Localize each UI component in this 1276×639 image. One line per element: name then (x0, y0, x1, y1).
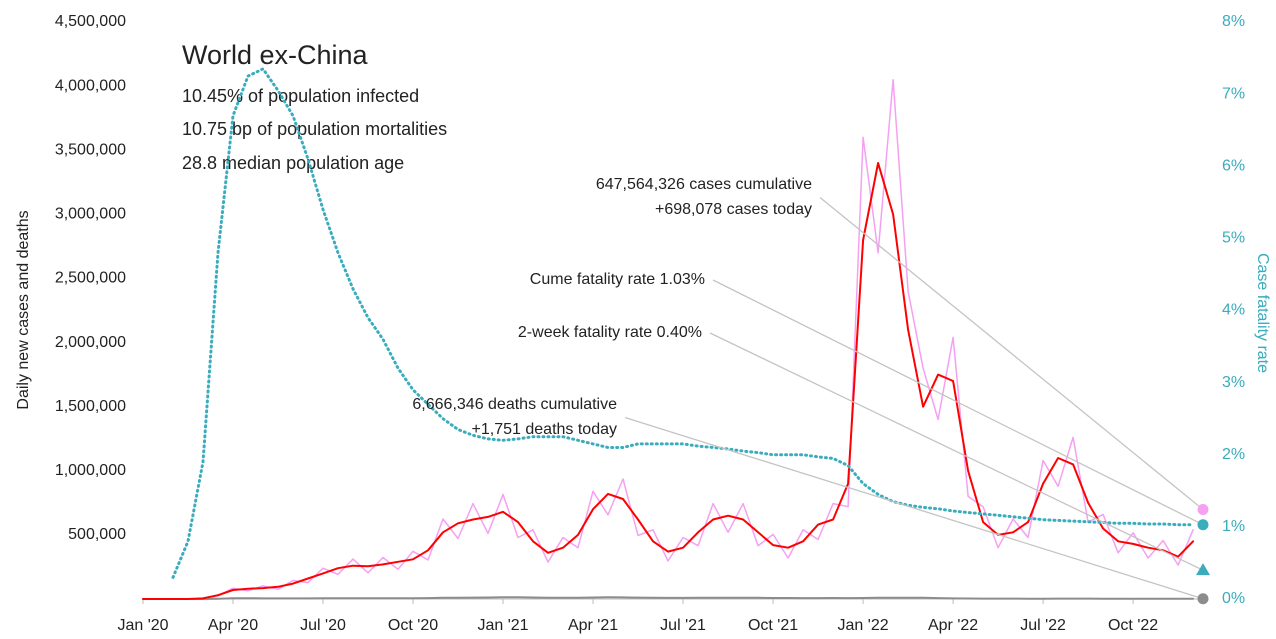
y-tick-label: 3,000,000 (55, 206, 126, 223)
leader-line (709, 332, 1204, 571)
y2-tick-label: 2% (1222, 446, 1245, 463)
y-tick-label: 2,500,000 (55, 270, 126, 287)
x-tick-label: Oct '22 (1108, 617, 1158, 634)
x-tick-label: Apr '22 (928, 617, 978, 634)
series-line (171, 67, 1195, 579)
annotation-text: Cume fatality rate 1.03% (530, 271, 705, 288)
x-tick-label: Jul '21 (660, 617, 706, 634)
x-tick-label: Oct '21 (748, 617, 798, 634)
y2-tick-label: 7% (1222, 85, 1245, 102)
y2-axis-label: Case fatality rate (1254, 253, 1271, 373)
series-line (142, 596, 1195, 600)
y-tick-label: 1,000,000 (55, 462, 126, 479)
y2-tick-label: 1% (1222, 518, 1245, 535)
marker (1196, 563, 1210, 576)
annotation-text: 2-week fatality rate 0.40% (518, 324, 702, 341)
y-tick-label: 500,000 (68, 526, 126, 543)
annotation-text: +698,078 cases today (655, 201, 812, 218)
x-tick-label: Apr '20 (208, 617, 258, 634)
x-tick-label: Jul '22 (1020, 617, 1066, 634)
marker (1197, 503, 1209, 515)
leader-line (819, 196, 1204, 510)
subtitle: 28.8 median population age (182, 153, 404, 173)
y-tick-label: 1,500,000 (55, 398, 126, 415)
annotation-text: +1,751 deaths today (472, 421, 617, 438)
marker (1197, 519, 1209, 531)
x-tick-label: Jan '22 (838, 617, 889, 634)
x-tick-label: Apr '21 (568, 617, 618, 634)
y-tick-label: 2,000,000 (55, 334, 126, 351)
y2-tick-label: 6% (1222, 157, 1245, 174)
y-tick-label: 4,000,000 (55, 77, 126, 94)
y-axis-label: Daily new cases and deaths (15, 210, 32, 409)
annotation-text: 647,564,326 cases cumulative (596, 176, 812, 193)
x-tick-label: Jul '20 (300, 617, 346, 634)
marker (1197, 593, 1209, 605)
series-line (142, 78, 1194, 600)
y-tick-label: 4,500,000 (55, 13, 126, 30)
y2-tick-label: 8% (1222, 13, 1245, 30)
subtitle: 10.75 bp of population mortalities (182, 119, 447, 139)
y2-tick-label: 4% (1222, 302, 1245, 319)
y2-tick-label: 3% (1222, 374, 1245, 391)
leader-line (624, 416, 1204, 600)
subtitle: 10.45% of population infected (182, 86, 419, 106)
x-tick-label: Jan '20 (117, 617, 168, 634)
x-tick-label: Jan '21 (477, 617, 528, 634)
annotation-text: 6,666,346 deaths cumulative (412, 396, 617, 413)
y-tick-label: 3,500,000 (55, 141, 126, 158)
x-tick-label: Oct '20 (388, 617, 438, 634)
y2-tick-label: 0% (1222, 590, 1245, 607)
leader-line (712, 279, 1204, 526)
series-line (142, 162, 1195, 600)
y2-tick-label: 5% (1222, 230, 1245, 247)
chart-title: World ex-China (182, 40, 369, 70)
